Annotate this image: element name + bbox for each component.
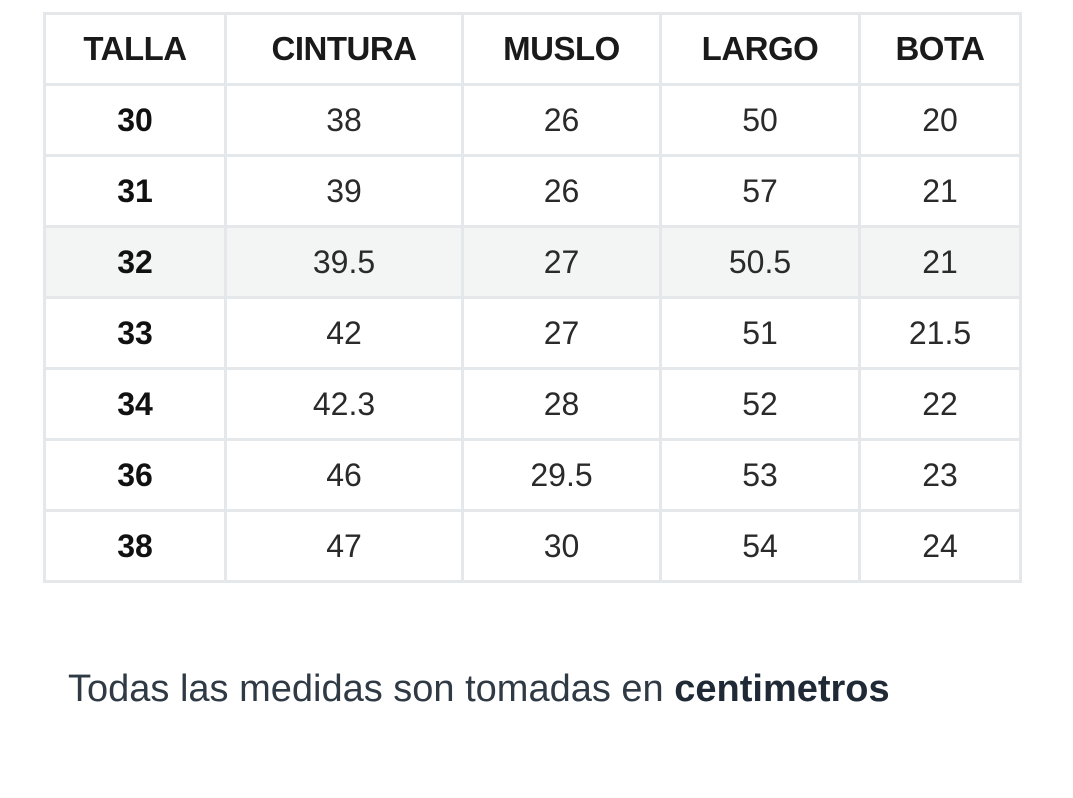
muslo-cell: 29.5 bbox=[461, 438, 662, 512]
table-row: 36 46 29.5 53 23 bbox=[43, 438, 1022, 512]
table-row: 31 39 26 57 21 bbox=[43, 154, 1022, 228]
bota-cell: 21.5 bbox=[858, 296, 1022, 370]
largo-cell: 53 bbox=[659, 438, 861, 512]
bota-cell: 24 bbox=[858, 509, 1022, 583]
table-row: 38 47 30 54 24 bbox=[43, 509, 1022, 583]
muslo-cell: 26 bbox=[461, 154, 662, 228]
measurement-note-text: Todas las medidas son tomadas en bbox=[68, 668, 664, 710]
largo-cell: 52 bbox=[659, 367, 861, 441]
bota-cell: 23 bbox=[858, 438, 1022, 512]
bota-cell: 20 bbox=[858, 83, 1022, 157]
size-cell: 34 bbox=[43, 367, 227, 441]
header-muslo: MUSLO bbox=[461, 12, 662, 86]
size-cell: 36 bbox=[43, 438, 227, 512]
largo-cell: 50.5 bbox=[659, 225, 861, 299]
size-chart-table: TALLA CINTURA MUSLO LARGO BOTA 30 38 26 … bbox=[43, 12, 1022, 583]
cintura-cell: 39.5 bbox=[224, 225, 464, 299]
header-cintura: CINTURA bbox=[224, 12, 464, 86]
cintura-cell: 47 bbox=[224, 509, 464, 583]
table-row: 34 42.3 28 52 22 bbox=[43, 367, 1022, 441]
table-header-row: TALLA CINTURA MUSLO LARGO BOTA bbox=[43, 12, 1022, 86]
table-row: 33 42 27 51 21.5 bbox=[43, 296, 1022, 370]
largo-cell: 50 bbox=[659, 83, 861, 157]
size-cell: 30 bbox=[43, 83, 227, 157]
measurement-note: Todas las medidas son tomadas en centime… bbox=[68, 668, 890, 711]
size-cell: 33 bbox=[43, 296, 227, 370]
largo-cell: 57 bbox=[659, 154, 861, 228]
size-cell: 38 bbox=[43, 509, 227, 583]
measurement-unit: centimetros bbox=[674, 668, 890, 710]
cintura-cell: 46 bbox=[224, 438, 464, 512]
muslo-cell: 26 bbox=[461, 83, 662, 157]
header-talla: TALLA bbox=[43, 12, 227, 86]
cintura-cell: 42.3 bbox=[224, 367, 464, 441]
table-row-highlighted: 32 39.5 27 50.5 21 bbox=[43, 225, 1022, 299]
bota-cell: 21 bbox=[858, 225, 1022, 299]
header-largo: LARGO bbox=[659, 12, 861, 86]
muslo-cell: 27 bbox=[461, 296, 662, 370]
size-cell: 31 bbox=[43, 154, 227, 228]
cintura-cell: 42 bbox=[224, 296, 464, 370]
muslo-cell: 28 bbox=[461, 367, 662, 441]
muslo-cell: 27 bbox=[461, 225, 662, 299]
largo-cell: 54 bbox=[659, 509, 861, 583]
bota-cell: 22 bbox=[858, 367, 1022, 441]
size-cell: 32 bbox=[43, 225, 227, 299]
cintura-cell: 38 bbox=[224, 83, 464, 157]
cintura-cell: 39 bbox=[224, 154, 464, 228]
bota-cell: 21 bbox=[858, 154, 1022, 228]
table-row: 30 38 26 50 20 bbox=[43, 83, 1022, 157]
largo-cell: 51 bbox=[659, 296, 861, 370]
header-bota: BOTA bbox=[858, 12, 1022, 86]
muslo-cell: 30 bbox=[461, 509, 662, 583]
